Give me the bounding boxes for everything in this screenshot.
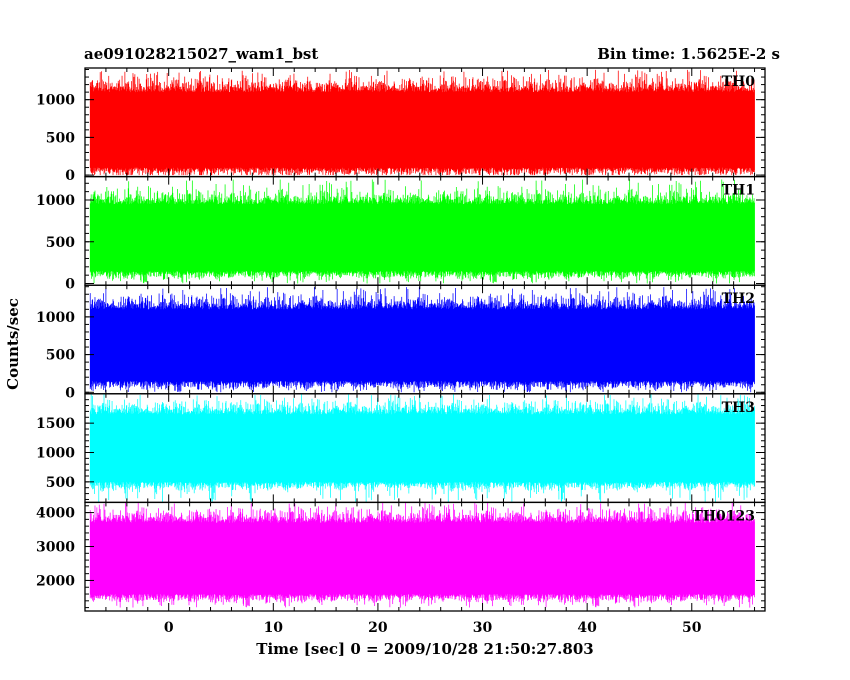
y-tick-label: 1000: [36, 193, 75, 209]
y-tick-label: 500: [46, 348, 75, 364]
y-tick-label: 1000: [36, 446, 75, 462]
x-tick-label: 0: [164, 620, 174, 636]
panel-label-th3: TH3: [722, 400, 755, 416]
panel-label-th1: TH1: [722, 183, 755, 199]
panel-frame-th0123: [84, 501, 766, 612]
y-tick-label: 4000: [36, 506, 75, 522]
y-tick-label: 1000: [36, 93, 75, 109]
panel-label-th0: TH0: [722, 74, 756, 90]
bin-time-label: Bin time: 1.5625E-2 s: [597, 45, 780, 63]
series-th1-trace: [89, 179, 755, 284]
x-tick-label: 50: [682, 620, 702, 636]
y-tick-label: 0: [65, 385, 75, 401]
panel-label-th2: TH2: [722, 291, 755, 307]
y-tick-label: 3000: [36, 540, 75, 556]
y-tick-label: 0: [65, 168, 75, 184]
y-tick-label: 0: [65, 277, 75, 293]
x-tick-label: 20: [368, 620, 388, 636]
y-tick-label: 1500: [36, 416, 75, 432]
panel-label-th0123: TH0123: [692, 508, 755, 524]
x-axis-label: Time [sec] 0 = 2009/10/28 21:50:27.803: [256, 640, 593, 658]
series-th2-trace: [89, 287, 755, 393]
x-tick-label: 30: [473, 620, 493, 636]
y-tick-label: 500: [46, 130, 75, 146]
series-th0123-trace: [89, 502, 755, 608]
x-tick-label: 10: [264, 620, 284, 636]
series-th3-trace: [89, 394, 755, 503]
y-tick-label: 500: [46, 475, 75, 491]
series-th0-trace: [89, 69, 755, 176]
y-axis-label: Counts/sec: [4, 298, 22, 390]
chart-title: ae091028215027_wam1_bst: [84, 45, 318, 63]
y-tick-label: 2000: [36, 573, 75, 589]
x-tick-label: 40: [577, 620, 597, 636]
y-tick-label: 500: [46, 235, 75, 251]
y-tick-label: 1000: [36, 310, 75, 326]
panels-group: 05001000TH005001000TH105001000TH25001000…: [36, 67, 766, 636]
